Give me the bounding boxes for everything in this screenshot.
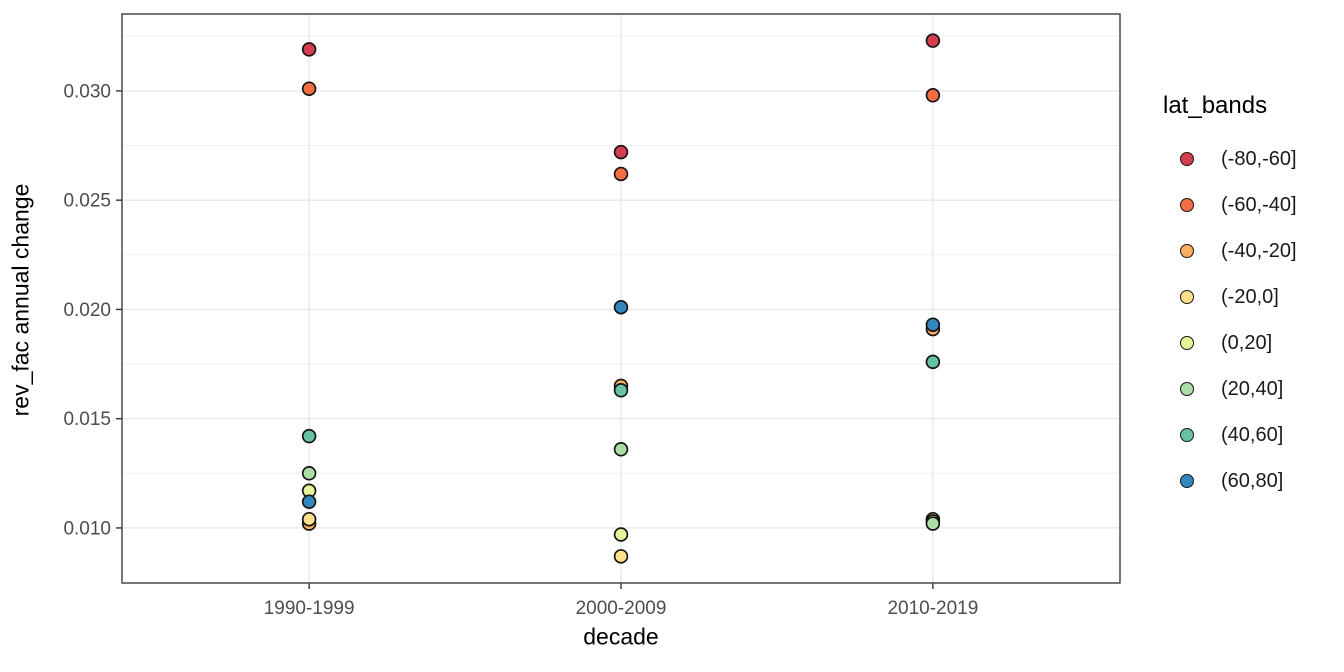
- data-point: [925, 354, 941, 370]
- legend-item-label: (0,20]: [1221, 331, 1273, 354]
- legend-key-dot: [1180, 336, 1194, 350]
- y-tick-label: 0.010: [63, 518, 111, 539]
- legend-item-label: (-60,-40]: [1221, 193, 1297, 216]
- data-point: [613, 144, 629, 160]
- data-point: [925, 88, 941, 103]
- y-tick-label: 0.020: [63, 300, 111, 321]
- legend-item: (0,20]: [1163, 320, 1297, 366]
- data-point: [613, 383, 629, 398]
- legend-item-label: (20,40]: [1221, 377, 1284, 400]
- x-tick-label: 2000-2009: [576, 598, 667, 619]
- data-point: [613, 166, 629, 182]
- legend-key-dot: [1180, 428, 1194, 442]
- data-point: [613, 299, 629, 315]
- data-point: [301, 42, 317, 57]
- data-point: [613, 442, 629, 457]
- y-tick-label: 0.030: [63, 81, 111, 102]
- legend-item: (60,80]: [1163, 458, 1297, 504]
- legend-item: (-60,-40]: [1163, 182, 1297, 228]
- legend-item-label: (-40,-20]: [1221, 239, 1297, 262]
- legend-items: (-80,-60] (-60,-40] (-40,-20] (-20,0] (0,20]…: [1163, 136, 1297, 504]
- data-point: [925, 516, 941, 531]
- data-point: [613, 549, 629, 564]
- data-point: [301, 466, 317, 481]
- x-axis-title: decade: [583, 623, 659, 650]
- legend-key-dot: [1180, 244, 1194, 258]
- data-point: [925, 33, 941, 48]
- legend-key-dot: [1180, 474, 1194, 488]
- data-point: [301, 511, 317, 527]
- legend-key-dot: [1180, 290, 1194, 304]
- legend-title: lat_bands: [1163, 92, 1268, 119]
- legend-item-label: (-20,0]: [1221, 285, 1279, 308]
- y-tick-label: 0.025: [63, 191, 111, 212]
- legend-item-label: (40,60]: [1221, 423, 1284, 446]
- x-tick-label: 2010-2019: [887, 598, 978, 619]
- data-point: [613, 527, 629, 542]
- legend-key-dot: [1180, 198, 1194, 212]
- x-tick-label: 1990-1999: [264, 598, 355, 619]
- y-axis-title: rev_fac annual change: [7, 183, 34, 417]
- data-point: [301, 428, 317, 444]
- data-point: [301, 494, 317, 509]
- data-point: [301, 81, 317, 96]
- legend-item: (40,60]: [1163, 412, 1297, 458]
- data-point: [925, 317, 941, 332]
- legend-item: (-80,-60]: [1163, 136, 1297, 182]
- legend-item: (20,40]: [1163, 366, 1297, 412]
- y-tick-label: 0.015: [63, 409, 111, 430]
- legend-item-label: (60,80]: [1221, 469, 1284, 492]
- legend-key-dot: [1180, 152, 1194, 166]
- legend: lat_bands (-80,-60] (-60,-40] (-40,-20] (-2…: [1163, 92, 1297, 504]
- legend-item-label: (-80,-60]: [1221, 147, 1297, 170]
- legend-item: (-20,0]: [1163, 274, 1297, 320]
- legend-key-dot: [1180, 382, 1194, 396]
- legend-item: (-40,-20]: [1163, 228, 1297, 274]
